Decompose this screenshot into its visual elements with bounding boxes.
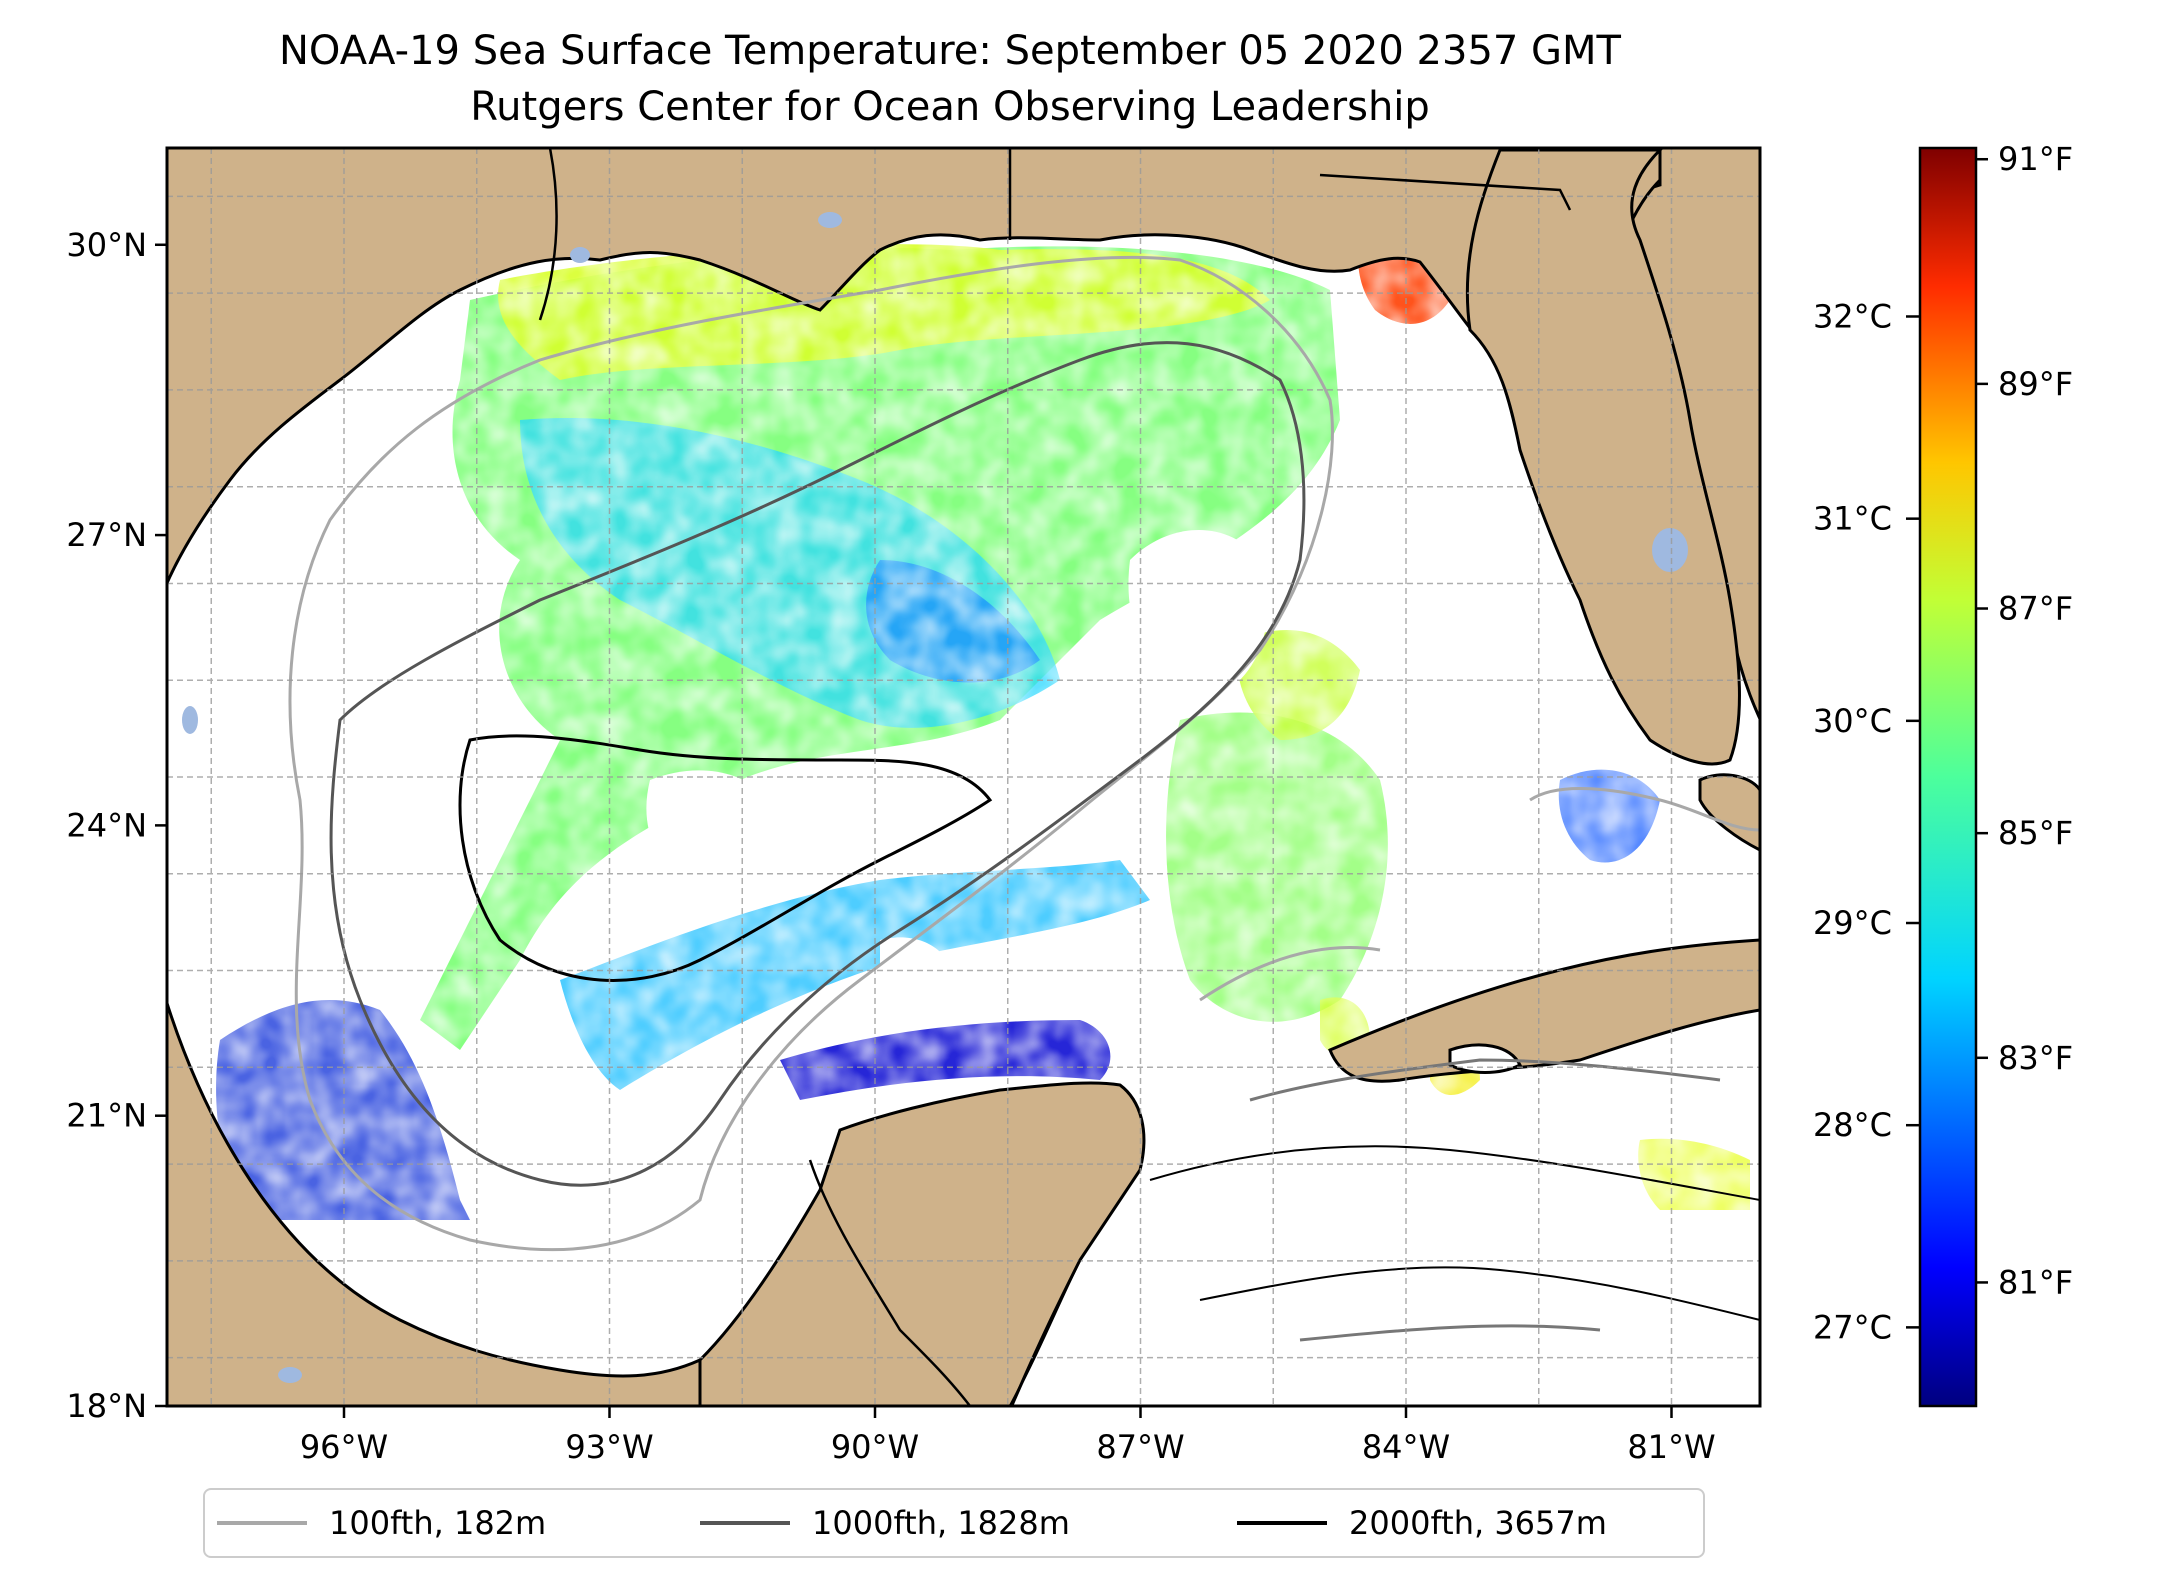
colorbar bbox=[1918, 146, 1978, 1408]
legend-item-100fth: 100fth, 182m bbox=[217, 1490, 546, 1556]
lon-tick-label: 96°W bbox=[300, 1428, 388, 1466]
lon-axis: 96°W 93°W 90°W 87°W 84°W 81°W bbox=[300, 1406, 1716, 1466]
celsius-axis: 32°C 31°C 30°C 29°C 28°C 27°C bbox=[1813, 297, 1920, 1346]
colorbar-tick-label: 81°F bbox=[1998, 1263, 2073, 1301]
colorbar-tick-label: 87°F bbox=[1998, 590, 2073, 628]
celsius-tick-label: 32°C bbox=[1813, 297, 1892, 335]
figure-subtitle: Rutgers Center for Ocean Observing Leade… bbox=[470, 84, 1430, 130]
lon-tick-label: 84°W bbox=[1362, 1428, 1450, 1466]
celsius-tick-label: 29°C bbox=[1813, 904, 1892, 942]
lon-tick-label: 81°W bbox=[1627, 1428, 1715, 1466]
gridlines bbox=[167, 148, 1760, 1406]
lat-tick-label: 24°N bbox=[66, 806, 147, 844]
bathymetry-contours bbox=[288, 255, 1760, 1342]
lon-tick-label: 93°W bbox=[565, 1428, 653, 1466]
lakes bbox=[182, 212, 1688, 1383]
map-frame bbox=[165, 146, 1762, 1408]
lon-tick-label: 87°W bbox=[1096, 1428, 1184, 1466]
colorbar-tick-label: 83°F bbox=[1998, 1039, 2073, 1077]
celsius-tick-label: 31°C bbox=[1813, 500, 1892, 538]
legend-label-1000fth: 1000fth, 1828m bbox=[812, 1504, 1070, 1542]
legend-swatch-1000fth bbox=[700, 1521, 790, 1525]
colorbar-axis: 91°F 89°F 87°F 85°F 83°F 81°F bbox=[1976, 140, 2073, 1301]
colorbar-tick-label: 85°F bbox=[1998, 814, 2073, 852]
celsius-tick-label: 28°C bbox=[1813, 1106, 1892, 1144]
legend-item-2000fth: 2000fth, 3657m bbox=[1237, 1490, 1607, 1556]
legend-item-1000fth: 1000fth, 1828m bbox=[700, 1490, 1070, 1556]
legend-swatch-2000fth bbox=[1237, 1521, 1327, 1525]
colorbar-tick-label: 89°F bbox=[1998, 365, 2073, 403]
legend-label-2000fth: 2000fth, 3657m bbox=[1349, 1504, 1607, 1542]
lat-tick-label: 18°N bbox=[66, 1387, 147, 1425]
contour-2000fth bbox=[458, 734, 993, 982]
figure-title: NOAA-19 Sea Surface Temperature: Septemb… bbox=[279, 28, 1621, 74]
celsius-tick-label: 30°C bbox=[1813, 702, 1892, 740]
lat-axis: 30°N 27°N 24°N 21°N 18°N bbox=[66, 226, 167, 1425]
lat-tick-label: 30°N bbox=[66, 226, 147, 264]
lat-tick-label: 27°N bbox=[66, 516, 147, 554]
map-content bbox=[167, 148, 1760, 1406]
borders bbox=[538, 148, 1572, 1406]
legend-label-100fth: 100fth, 182m bbox=[329, 1504, 547, 1542]
colorbar-tick-label: 91°F bbox=[1998, 140, 2073, 178]
contour-1000fth bbox=[329, 341, 1306, 1187]
lat-tick-label: 21°N bbox=[66, 1097, 147, 1135]
lon-tick-label: 90°W bbox=[831, 1428, 919, 1466]
celsius-tick-label: 27°C bbox=[1813, 1308, 1892, 1346]
legend-swatch-100fth bbox=[217, 1521, 307, 1525]
legend: 100fth, 182m 1000fth, 1828m 2000fth, 365… bbox=[203, 1488, 1705, 1558]
